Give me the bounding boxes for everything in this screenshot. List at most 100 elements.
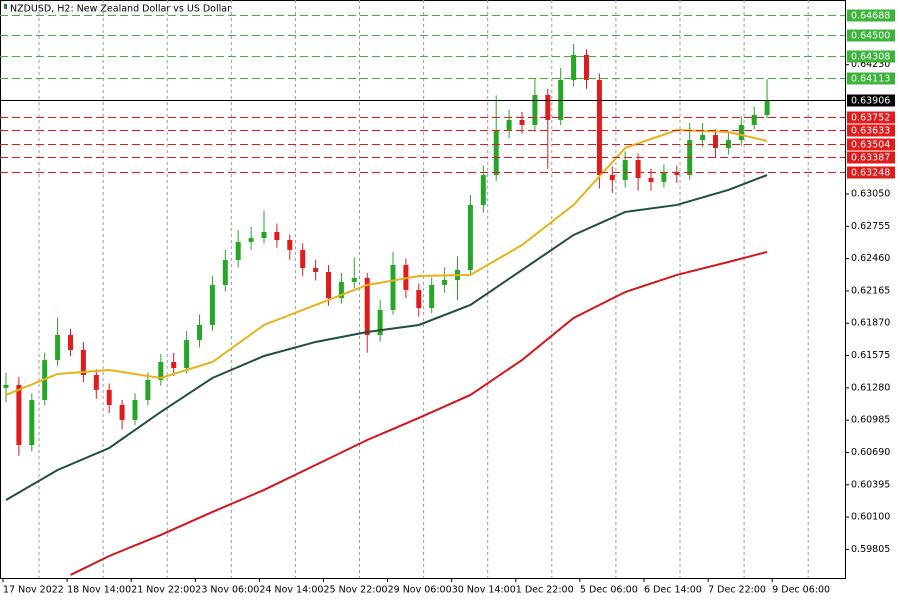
candle-body (326, 271, 331, 299)
price-label-box (847, 50, 895, 63)
price-label: 0.64308 (851, 52, 890, 63)
candle-body (235, 241, 241, 261)
x-tick-label: 7 Dec 22:00 (708, 585, 766, 596)
candle-body (287, 239, 293, 250)
candle-body (119, 404, 125, 420)
candle-body (532, 94, 538, 125)
candle-body (622, 160, 628, 180)
candle-body (584, 54, 589, 80)
x-tick-label: 23 Nov 06:00 (195, 585, 259, 596)
y-tick-label: 0.64230 (851, 59, 890, 70)
y-tick-label: 0.61575 (851, 350, 890, 361)
x-tick-label: 30 Nov 14:00 (452, 585, 516, 596)
candle-body (725, 139, 731, 148)
candle-body (3, 385, 9, 388)
candle-body (145, 379, 151, 401)
candle-body (545, 94, 551, 120)
price-label-box (847, 9, 895, 22)
y-tick-label: 0.61280 (851, 382, 890, 393)
candle-body (16, 385, 22, 446)
y-tick-label: 0.62460 (851, 253, 890, 264)
y-tick-label: 0.62165 (851, 285, 890, 296)
price-label: 0.63633 (851, 126, 890, 137)
candle-body (609, 175, 615, 180)
price-label-box (847, 29, 895, 42)
y-tick-label: 0.59805 (851, 544, 890, 555)
moving-average (5, 129, 768, 396)
price-label-box (847, 111, 895, 124)
candle-body (158, 362, 164, 380)
candle-body (429, 285, 435, 309)
chart-title: NZDUSD, H2: New Zealand Dollar vs US Dol… (10, 4, 231, 15)
candle-body (713, 134, 718, 148)
y-tick-label: 0.63050 (851, 188, 890, 199)
candle-body (390, 264, 396, 310)
candle-body (300, 249, 306, 269)
candle-body (764, 100, 770, 116)
candle-body (274, 231, 280, 240)
price-label-box (847, 94, 895, 107)
candle-body (209, 285, 215, 325)
candle-body (493, 130, 499, 176)
price-label: 0.64113 (851, 74, 890, 85)
plot-area (0, 15, 845, 576)
price-label-box (847, 138, 895, 151)
candle-body (480, 175, 486, 205)
symbol-icon (4, 4, 7, 9)
candle-body (751, 115, 757, 125)
candle-body (571, 54, 577, 80)
x-tick-label: 25 Nov 22:00 (324, 585, 388, 596)
price-label-box (847, 166, 895, 179)
price-label: 0.64500 (851, 31, 890, 42)
candle-body (661, 171, 667, 182)
candle-body (674, 171, 680, 176)
price-label-box (847, 124, 895, 137)
y-tick-label: 0.60690 (851, 447, 890, 458)
x-tick-label: 9 Dec 06:00 (772, 585, 830, 596)
plot-frame (0, 0, 846, 579)
candle-body (222, 260, 228, 286)
candle-body (68, 334, 73, 350)
candle-body (558, 79, 564, 120)
candle-body (313, 268, 319, 272)
moving-average (70, 250, 768, 576)
x-tick-label: 6 Dec 14:00 (644, 585, 702, 596)
candle-body (738, 124, 744, 140)
candle-body (29, 400, 35, 446)
candle-body (377, 309, 383, 335)
candle-body (351, 277, 357, 282)
price-label-box (847, 72, 895, 85)
candle-body (519, 119, 525, 125)
price-label: 0.64688 (851, 11, 890, 22)
candle-body (248, 238, 254, 242)
price-label: 0.63752 (851, 113, 890, 124)
moving-average (5, 174, 768, 501)
candle-body (261, 231, 267, 239)
candle-body (700, 134, 706, 140)
candle-body (364, 277, 370, 335)
y-tick-label: 0.61870 (851, 318, 890, 329)
candle-body (55, 334, 61, 361)
price-label: 0.63906 (851, 96, 890, 107)
price-label-box (847, 151, 895, 164)
x-tick-label: 24 Nov 14:00 (259, 585, 323, 596)
candle-body (467, 204, 473, 270)
candle-body (506, 119, 512, 131)
x-tick-label: 17 Nov 2022 (3, 585, 64, 596)
candle-body (132, 400, 138, 420)
price-label: 0.63248 (851, 168, 890, 179)
candle-body (93, 375, 99, 390)
candle-body (648, 177, 654, 182)
candle-body (596, 79, 602, 176)
candle-body (80, 349, 86, 376)
candle-body (184, 339, 190, 369)
y-tick-label: 0.60395 (851, 479, 890, 490)
candle-body (416, 289, 422, 309)
y-tick-label: 0.60985 (851, 415, 890, 426)
candle-body (171, 362, 177, 369)
y-tick-label: 0.62755 (851, 221, 890, 232)
candle-body (106, 389, 112, 405)
candle-body (197, 324, 202, 340)
